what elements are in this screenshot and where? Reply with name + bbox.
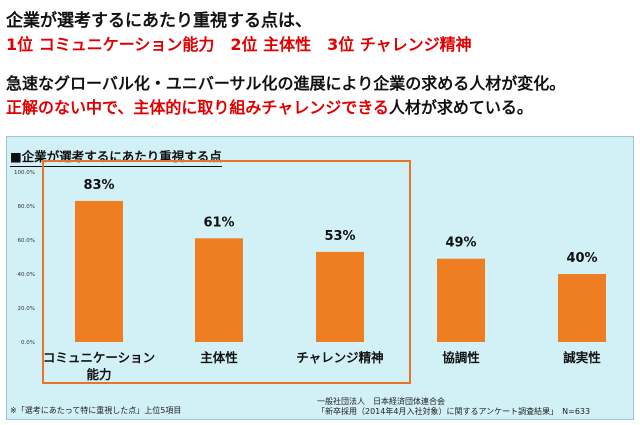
- headline-conclusion-rest: 人材が求めている。: [388, 98, 533, 117]
- headline-context: 急速なグローバル化・ユニバーサル化の進展により企業の求める人材が変化。: [6, 74, 566, 93]
- y-tick-label: 20.0%: [18, 306, 35, 312]
- data-label: 49%: [445, 236, 476, 251]
- y-tick-label: 0.0%: [21, 340, 35, 346]
- bar: [437, 258, 485, 342]
- category-label: 協調性: [442, 350, 480, 365]
- bar: [195, 238, 243, 342]
- footnote-organization: 一般社団法人 日本経済団体連合会: [317, 397, 445, 406]
- category-label: 能力: [86, 367, 111, 382]
- category-label: チャレンジ精神: [296, 350, 383, 365]
- category-label: 主体性: [200, 350, 238, 365]
- bar: [75, 200, 123, 342]
- category-label: 誠実性: [563, 350, 601, 365]
- bar: [316, 251, 364, 342]
- data-label: 53%: [324, 229, 355, 244]
- y-tick-label: 80.0%: [18, 204, 35, 210]
- data-label: 40%: [566, 251, 597, 266]
- category-label: コミュニケーション: [43, 350, 155, 365]
- data-label: 61%: [203, 215, 234, 230]
- headline-line-1: 企業が選考するにあたり重視する点は、: [6, 11, 312, 31]
- y-tick-label: 100.0%: [14, 170, 35, 176]
- footnote-survey: 「新卒採用（2014年4月入社対象）に関するアンケート調査結果」 N=633: [317, 407, 591, 416]
- y-tick-label: 40.0%: [18, 272, 35, 278]
- headline-conclusion-emphasis: 正解のない中で、主体的に取り組みチャレンジできる: [6, 98, 389, 117]
- headline-conclusion: 正解のない中で、主体的に取り組みチャレンジできる人材が求めている。: [6, 94, 533, 118]
- headline-ranking: 1位 コミュニケーション能力 2位 主体性 3位 チャレンジ精神: [6, 35, 472, 54]
- bar: [558, 274, 606, 342]
- footnote-note: ※「選考にあたって特に重視した点」上位5項目: [10, 406, 182, 415]
- top-three-highlight-frame: [42, 160, 411, 384]
- data-label: 83%: [83, 178, 114, 193]
- y-tick-label: 60.0%: [18, 238, 35, 244]
